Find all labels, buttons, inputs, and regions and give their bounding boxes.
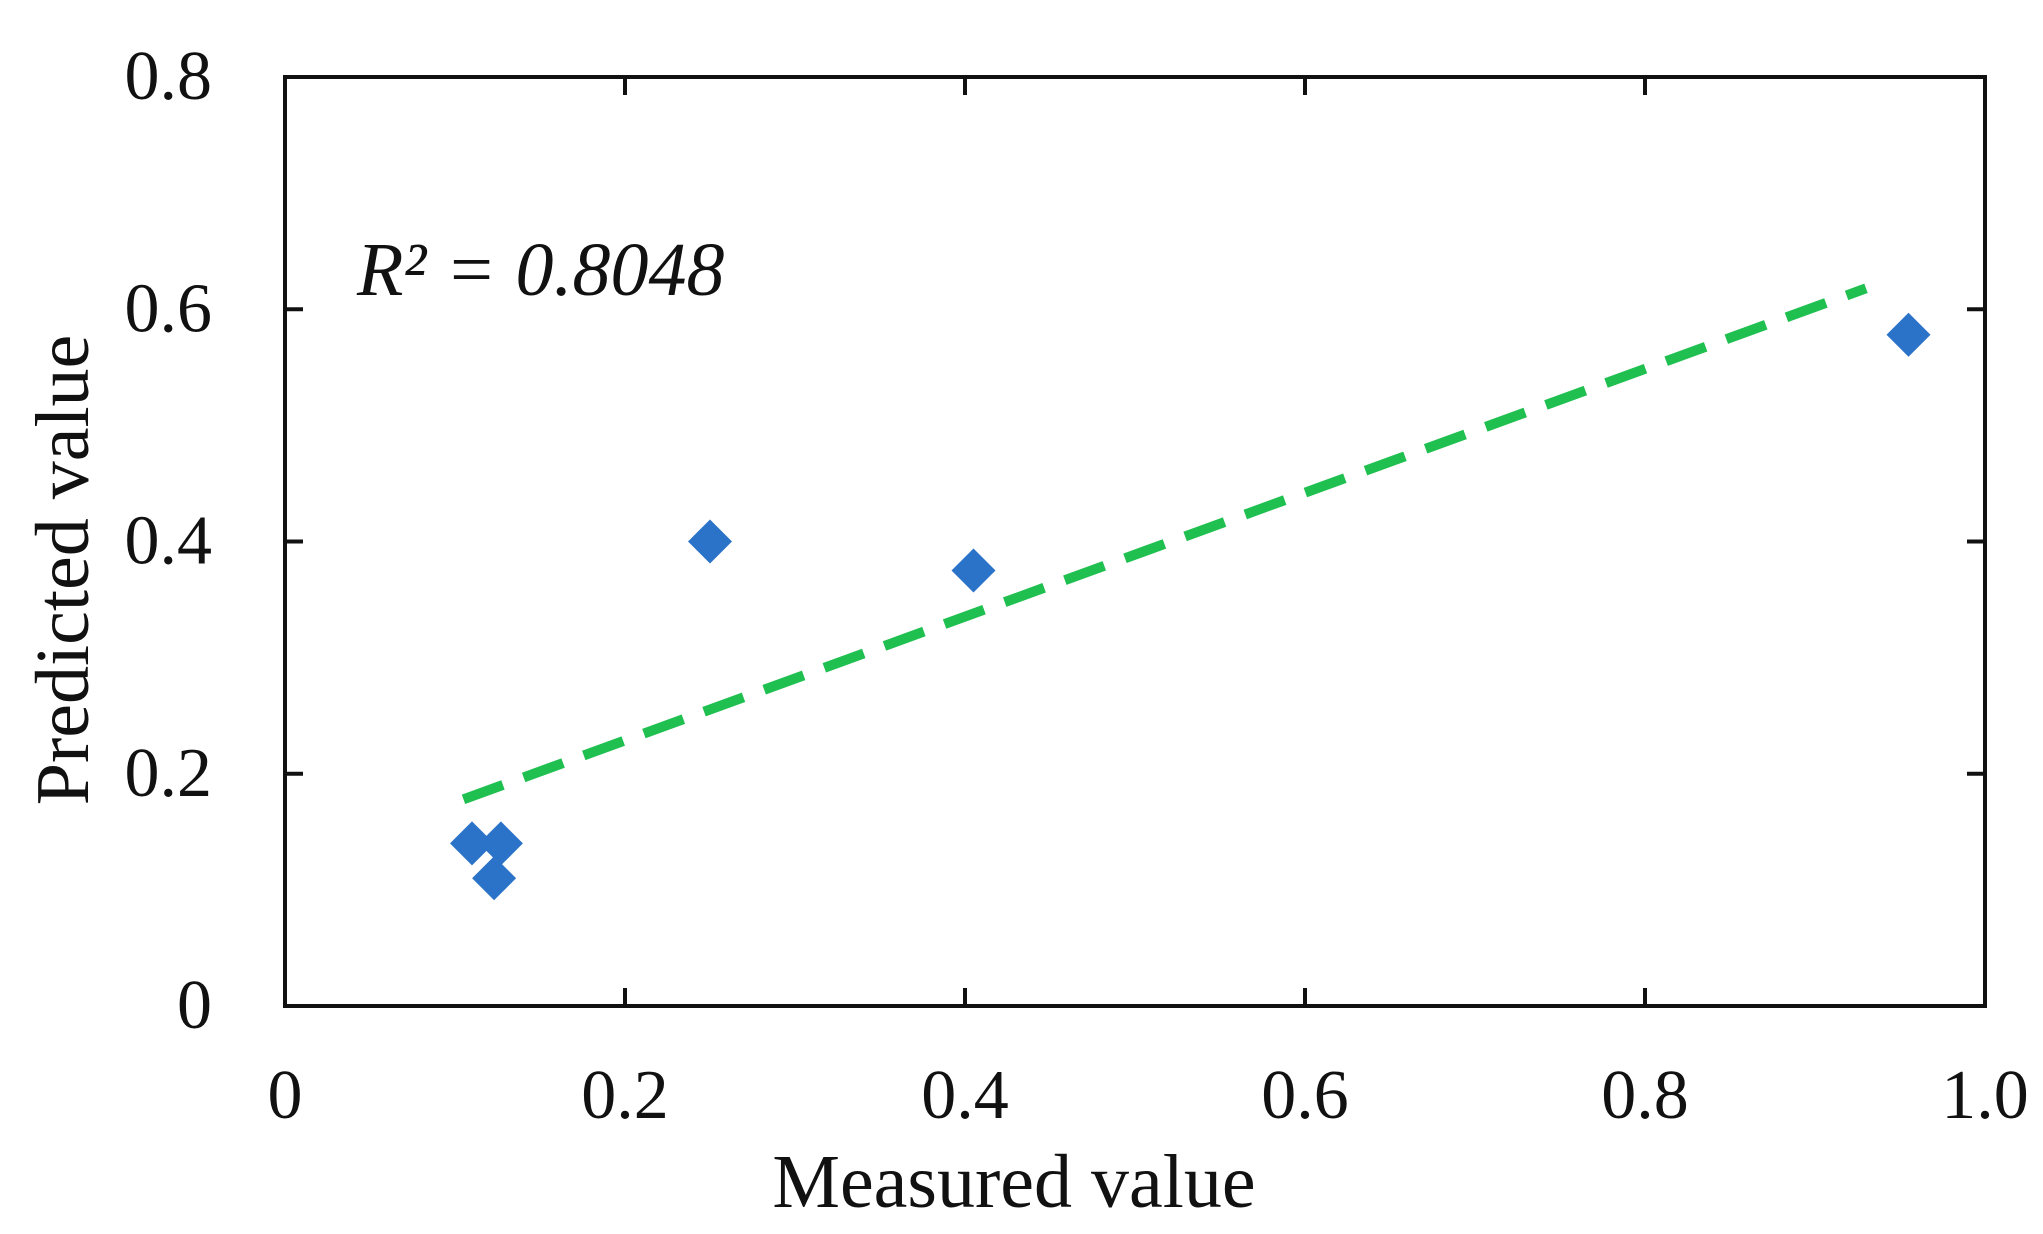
trend-line <box>461 283 1868 804</box>
data-point-3 <box>688 519 732 564</box>
y-tick-label-0: 0 <box>177 967 212 1044</box>
x-tick-label-5: 1.0 <box>1941 1057 2029 1134</box>
x-axis-label: Measured value <box>772 1140 1255 1224</box>
y-tick-label-1: 0.2 <box>125 735 213 812</box>
data-point-2 <box>472 856 517 901</box>
x-tick-label-3: 0.6 <box>1261 1057 1349 1134</box>
plot-area-frame <box>283 75 1987 1008</box>
data-point-1 <box>478 821 523 866</box>
r-squared-annotation: R² = 0.8048 <box>356 228 725 312</box>
data-point-4 <box>951 548 996 593</box>
x-tick-labels: 0 0.2 0.4 0.6 0.8 1.0 <box>268 1057 2029 1134</box>
x-tick-label-4: 0.8 <box>1601 1057 1689 1134</box>
data-point-0 <box>450 821 494 866</box>
data-point-5 <box>1886 312 1931 357</box>
y-tick-label-3: 0.6 <box>125 270 213 347</box>
x-tick-label-1: 0.2 <box>581 1057 669 1134</box>
y-axis-label: Predicted value <box>21 335 105 806</box>
x-tick-label-2: 0.4 <box>921 1057 1009 1134</box>
data-points <box>450 312 1931 901</box>
x-tick-label-0: 0 <box>268 1057 303 1134</box>
y-tick-label-2: 0.4 <box>125 503 213 580</box>
y-tick-label-4: 0.8 <box>125 38 213 115</box>
axis-ticks <box>283 75 1987 1008</box>
y-tick-labels: 0 0.2 0.4 0.6 0.8 <box>125 38 213 1044</box>
